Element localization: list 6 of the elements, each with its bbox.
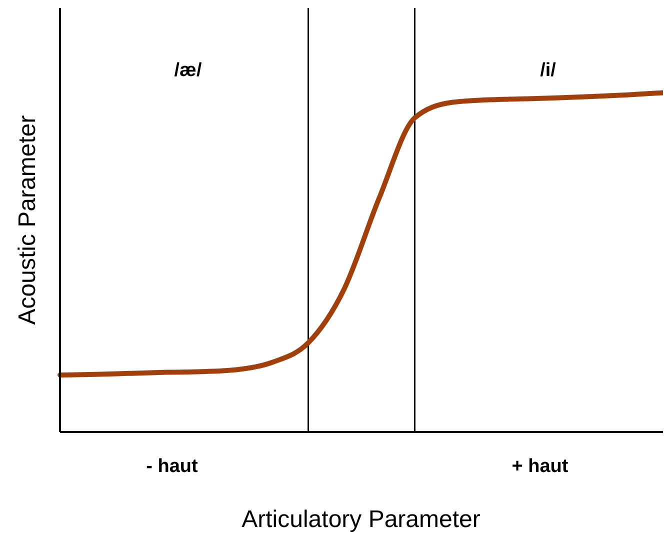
text: /i/ — [540, 60, 556, 82]
y-axis-title: Acoustic Parameter — [14, 115, 42, 325]
text: /æ/ — [174, 60, 202, 82]
x-axis-title: Articulatory Parameter — [240, 506, 482, 534]
text: + haut — [512, 456, 568, 478]
text: - haut — [146, 456, 198, 478]
